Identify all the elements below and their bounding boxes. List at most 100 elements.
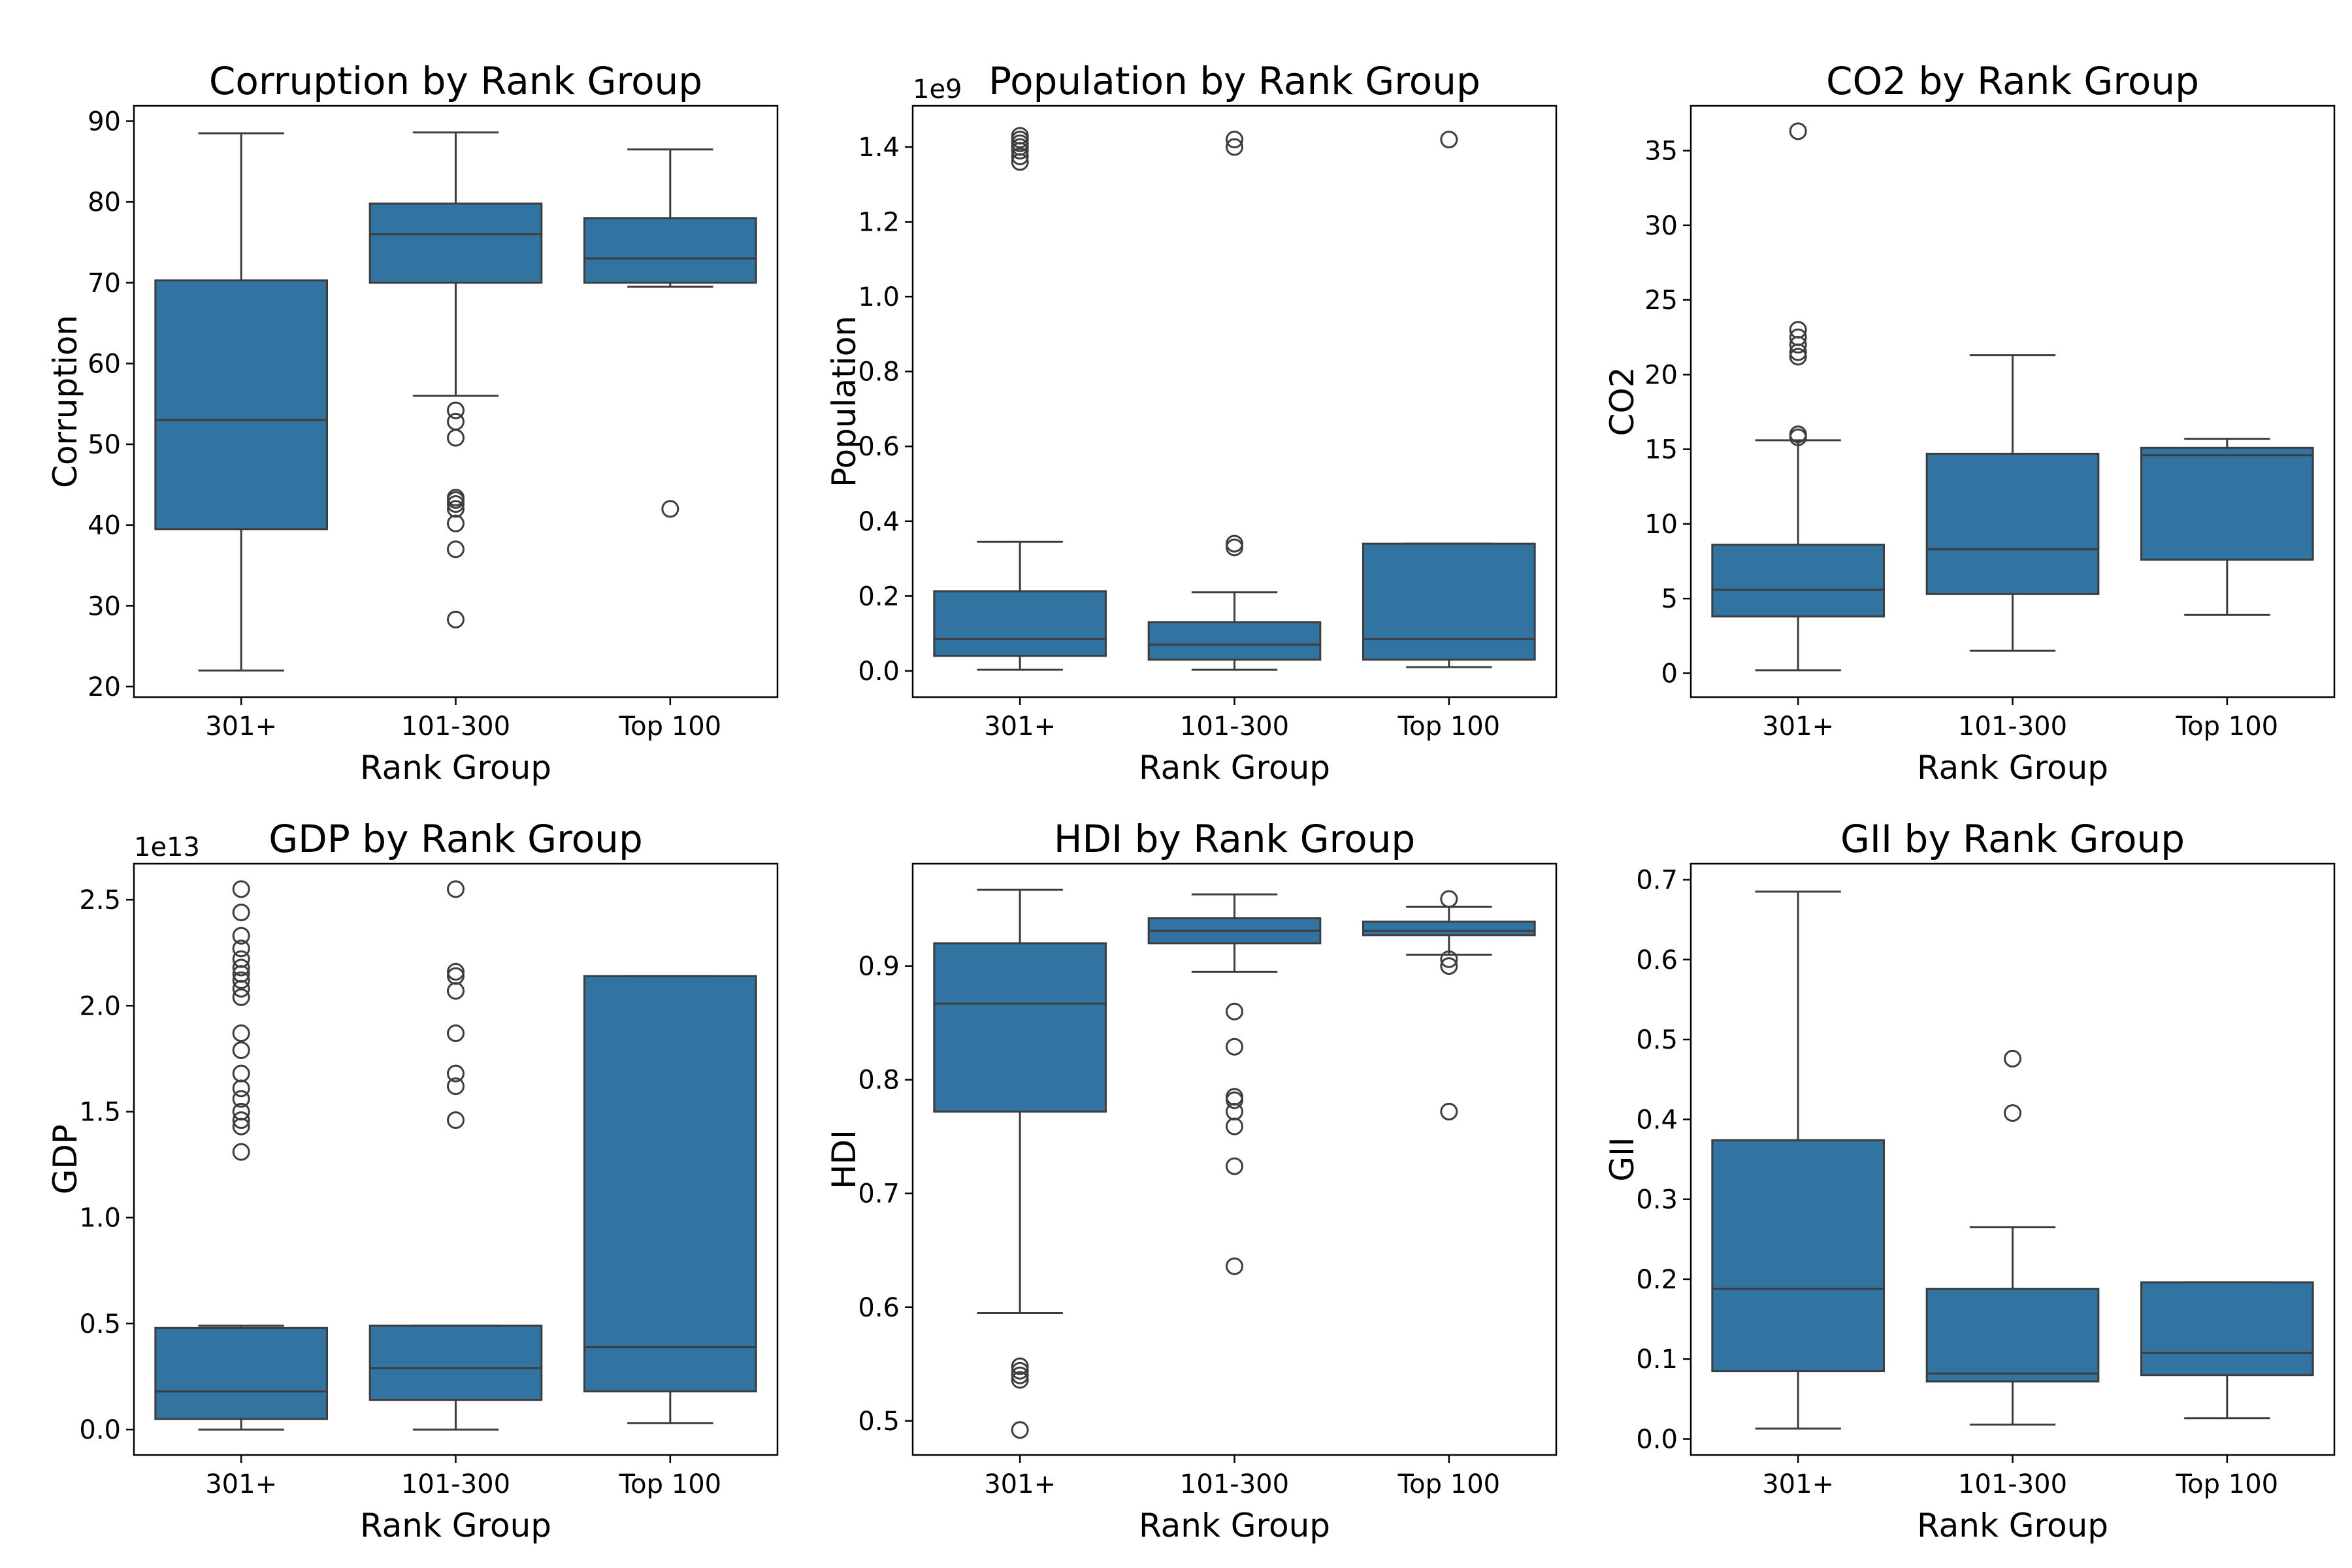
plot-marks bbox=[154, 131, 757, 672]
y-tick-label: 40 bbox=[88, 511, 121, 541]
outlier-point bbox=[1440, 950, 1458, 968]
y-tick-label: 50 bbox=[88, 430, 121, 460]
chart-title: GII by Rank Group bbox=[1840, 817, 2185, 861]
box bbox=[583, 217, 757, 284]
outlier-point bbox=[1226, 138, 1243, 156]
y-tick-label: 35 bbox=[1644, 137, 1678, 167]
outlier-point bbox=[1789, 336, 1807, 354]
y-tick-label: 25 bbox=[1644, 286, 1678, 316]
outlier-point bbox=[1440, 957, 1458, 975]
panel-gii: 0.0 0.1 0.2 0.3 0.4 0.5 0.6 0.7 301+ 101-300 Top … bbox=[1603, 817, 2336, 1544]
plot-marks bbox=[154, 880, 757, 1431]
x-tick-label: 101-300 bbox=[1958, 711, 2067, 742]
y-tick-label: 0 bbox=[1661, 659, 1678, 689]
outlier-point bbox=[232, 1090, 250, 1108]
y-axis-label: CO2 bbox=[1603, 367, 1641, 436]
y-tick-label: 0.6 bbox=[858, 432, 900, 462]
x-axis-ticks: 301+ 101-300 Top 100 bbox=[984, 697, 1500, 742]
outlier-point bbox=[1226, 1002, 1243, 1021]
outlier-point bbox=[232, 1111, 250, 1129]
x-axis-label: Rank Group bbox=[1917, 1507, 2108, 1544]
y-axis-ticks: 20 30 40 50 60 70 80 90 bbox=[88, 106, 134, 702]
y-tick-label: 15 bbox=[1644, 435, 1678, 465]
y-tick-label: 0.7 bbox=[858, 1179, 900, 1209]
x-tick-label: Top 100 bbox=[1397, 1469, 1501, 1499]
outlier-point bbox=[1011, 142, 1029, 160]
box bbox=[154, 279, 328, 531]
outlier-point bbox=[232, 1117, 250, 1135]
x-tick-label: 101-300 bbox=[401, 711, 510, 742]
y-tick-label: 0.1 bbox=[1636, 1345, 1678, 1375]
x-axis-label: Rank Group bbox=[1917, 749, 2108, 787]
x-tick-label: 101-300 bbox=[1180, 711, 1289, 742]
y-tick-label: 70 bbox=[88, 269, 121, 299]
x-axis-label: Rank Group bbox=[1139, 749, 1330, 787]
outlier-point bbox=[447, 880, 465, 898]
y-tick-label: 0.8 bbox=[858, 1066, 900, 1096]
outlier-point bbox=[232, 1143, 250, 1161]
y-tick-label: 1.0 bbox=[79, 1203, 121, 1233]
panel-co2: 0 5 10 15 20 25 30 35 301+ 101-300 Top 100 CO2 by… bbox=[1603, 59, 2336, 787]
box bbox=[154, 1326, 328, 1420]
x-tick-label: 301+ bbox=[984, 1469, 1056, 1499]
outlier-point bbox=[1011, 153, 1029, 171]
x-axis-label: Rank Group bbox=[1139, 1507, 1330, 1544]
y-tick-label: 1.4 bbox=[858, 133, 900, 163]
outlier-point bbox=[1226, 1257, 1243, 1275]
outlier-point bbox=[1011, 1371, 1029, 1389]
outlier-point bbox=[447, 982, 465, 1000]
box bbox=[2140, 446, 2314, 561]
box bbox=[1362, 542, 1536, 661]
y-tick-label: 1.0 bbox=[858, 282, 900, 312]
outlier-point bbox=[1789, 122, 1807, 140]
outlier-point bbox=[1226, 1157, 1243, 1175]
outlier-point bbox=[1789, 343, 1807, 361]
outlier-point bbox=[447, 540, 465, 559]
x-tick-label: 101-300 bbox=[1180, 1469, 1289, 1499]
outlier-point bbox=[447, 1077, 465, 1096]
y-axis-label: GDP bbox=[46, 1124, 84, 1194]
outlier-point bbox=[1011, 1421, 1029, 1439]
y-tick-label: 0.5 bbox=[858, 1407, 900, 1437]
y-axis-offset-label: 1e9 bbox=[913, 74, 962, 105]
outlier-point bbox=[447, 495, 465, 514]
x-tick-label: 101-300 bbox=[1958, 1469, 2067, 1499]
outlier-point bbox=[447, 514, 465, 532]
x-axis-ticks: 301+ 101-300 Top 100 bbox=[205, 1455, 721, 1499]
plot-marks bbox=[1711, 122, 2314, 672]
outlier-point bbox=[447, 429, 465, 447]
x-axis-ticks: 301+ 101-300 Top 100 bbox=[1762, 1455, 2278, 1499]
y-tick-label: 1.2 bbox=[858, 208, 900, 238]
x-tick-label: 301+ bbox=[205, 711, 277, 742]
outlier-point bbox=[1440, 131, 1458, 149]
outlier-point bbox=[661, 500, 679, 518]
y-axis-label: Corruption bbox=[46, 315, 84, 488]
plot-marks bbox=[1711, 890, 2314, 1430]
outlier-point bbox=[232, 880, 250, 898]
y-axis-ticks: 0.0 0.2 0.4 0.6 0.8 1.0 1.2 1.4 bbox=[858, 133, 913, 687]
chart-title: GDP by Rank Group bbox=[269, 817, 643, 861]
outlier-point bbox=[232, 979, 250, 998]
y-tick-label: 0.3 bbox=[1636, 1185, 1678, 1215]
y-tick-label: 2.5 bbox=[79, 885, 121, 915]
y-axis-label: GII bbox=[1603, 1137, 1641, 1181]
x-axis-ticks: 301+ 101-300 Top 100 bbox=[984, 1455, 1500, 1499]
x-tick-label: 301+ bbox=[1762, 711, 1834, 742]
x-axis-ticks: 301+ 101-300 Top 100 bbox=[1762, 697, 2278, 742]
x-tick-label: Top 100 bbox=[2176, 1469, 2279, 1499]
y-tick-label: 0.4 bbox=[1636, 1105, 1678, 1135]
x-tick-label: 301+ bbox=[984, 711, 1056, 742]
y-tick-label: 0.0 bbox=[79, 1415, 121, 1445]
y-tick-label: 0.5 bbox=[79, 1309, 121, 1339]
outlier-point bbox=[232, 1079, 250, 1098]
y-tick-label: 2.0 bbox=[79, 991, 121, 1021]
y-tick-label: 0.9 bbox=[858, 952, 900, 982]
y-tick-label: 0.0 bbox=[1636, 1425, 1678, 1455]
box bbox=[1925, 1288, 2100, 1382]
outlier-point bbox=[232, 971, 250, 989]
box bbox=[368, 1324, 543, 1401]
x-tick-label: Top 100 bbox=[1397, 711, 1501, 742]
x-tick-label: 301+ bbox=[205, 1469, 277, 1499]
panel-population: 0.0 0.2 0.4 0.6 0.8 1.0 1.2 1.4 301+ 101-300 Top … bbox=[825, 59, 1558, 787]
outlier-point bbox=[1011, 1357, 1029, 1375]
